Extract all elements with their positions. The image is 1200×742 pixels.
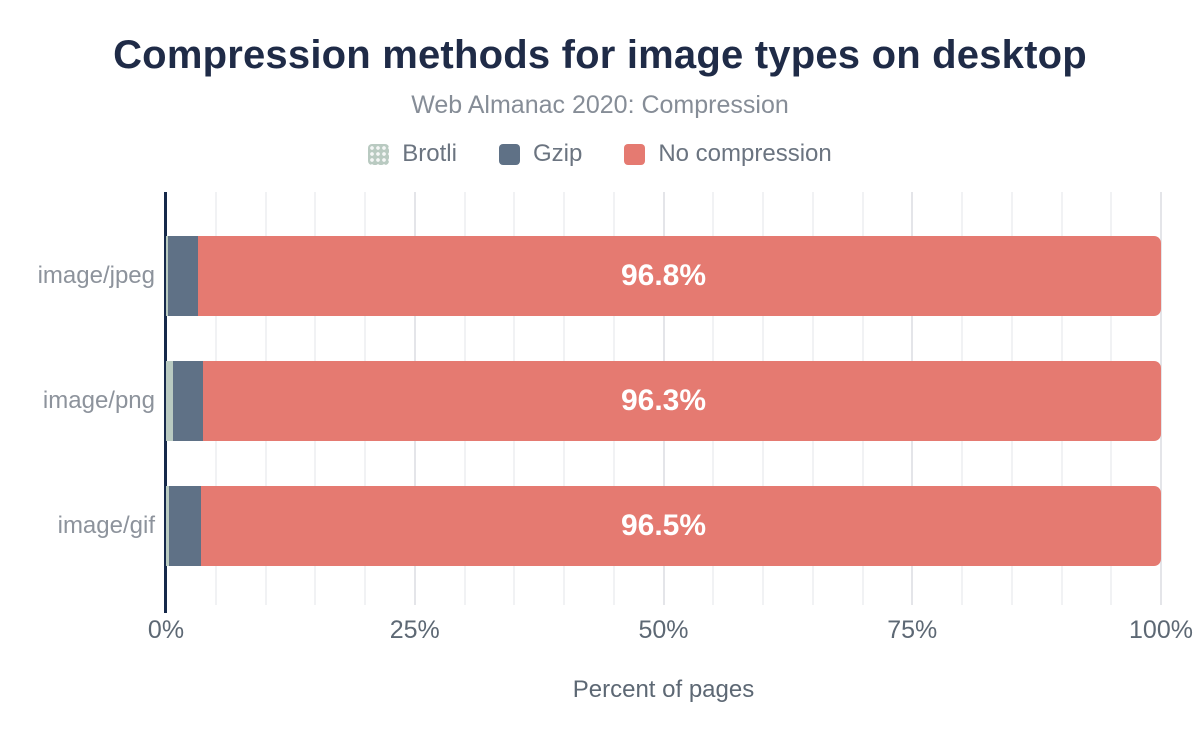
- legend-item-no-compression: No compression: [624, 140, 832, 168]
- bar-segment-brotli: [166, 486, 169, 566]
- y-axis-line: [164, 192, 167, 613]
- x-tick-label-75: 75%: [887, 616, 938, 644]
- category-label-image-png: image/png: [42, 387, 155, 414]
- bar-segment-no-compression: [200, 486, 1161, 566]
- legend-swatch-no-compression: [624, 143, 646, 165]
- gridline: [1160, 192, 1162, 605]
- legend-label: No compression: [658, 140, 832, 167]
- legend-item-brotli: Brotli: [368, 140, 457, 168]
- bar-track: [166, 486, 1161, 566]
- bar-track: [166, 236, 1161, 316]
- bar-value-label: 96.5%: [620, 509, 707, 542]
- bar-segment-no-compression: [202, 361, 1161, 441]
- bar-segment-gzip: [168, 486, 201, 566]
- y-axis-labels: image/jpeg image/png image/gif: [0, 192, 155, 605]
- legend: Brotli Gzip No compression: [0, 140, 1200, 168]
- category-label-image-jpeg: image/jpeg: [37, 262, 155, 289]
- bar-segment-gzip: [172, 361, 203, 441]
- bar-segment-no-compression: [197, 236, 1161, 316]
- x-axis-title: Percent of pages: [572, 676, 755, 703]
- x-tick-label-100: 100%: [1129, 616, 1193, 644]
- chart-title: Compression methods for image types on d…: [113, 33, 1087, 77]
- x-tick-label-50: 50%: [638, 616, 689, 644]
- bar-segment-gzip: [167, 236, 198, 316]
- category-label-image-gif: image/gif: [57, 512, 155, 539]
- legend-swatch-gzip: [498, 143, 520, 165]
- bar-track: [166, 361, 1161, 441]
- legend-label: Brotli: [402, 140, 457, 167]
- x-tick-label-0: 0%: [147, 616, 185, 644]
- plot-area: 96.8% 96.3% 96.5%: [164, 192, 1162, 613]
- x-axis-ticks: 0% 25% 50% 75% 100%: [0, 616, 1200, 646]
- legend-label: Gzip: [532, 140, 583, 167]
- bar-segment-brotli: [166, 236, 168, 316]
- bar-row-image-png: 96.3%: [166, 361, 1161, 441]
- bar-row-image-gif: 96.5%: [166, 486, 1161, 566]
- bar-value-label: 96.3%: [620, 384, 707, 417]
- bar-segment-brotli: [166, 361, 173, 441]
- chart-subtitle: Web Almanac 2020: Compression: [411, 91, 789, 119]
- x-tick-label-25: 25%: [389, 616, 440, 644]
- bar-value-label: 96.8%: [620, 259, 707, 292]
- legend-swatch-brotli: [368, 143, 390, 165]
- legend-item-gzip: Gzip: [498, 140, 583, 168]
- bar-row-image-jpeg: 96.8%: [166, 236, 1161, 316]
